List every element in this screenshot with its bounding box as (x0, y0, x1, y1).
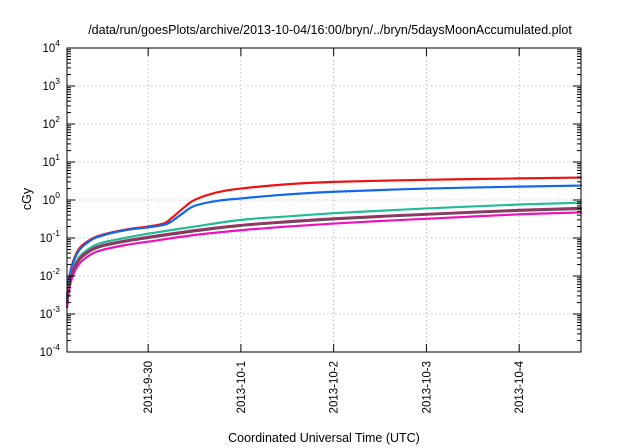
x-tick-label: 2013-10-2 (329, 361, 341, 413)
y-tick-label: 101 (42, 152, 60, 169)
series-line-4 (65, 207, 583, 304)
x-axis-label: Coordinated Universal Time (UTC) (228, 431, 420, 445)
series-group (65, 176, 583, 309)
chart-title: /data/run/goesPlots/archive/2013-10-04/1… (88, 23, 572, 37)
x-tick-label: 2013-10-4 (514, 360, 526, 413)
grid (67, 48, 581, 352)
y-axis: 10-4 10-3 10-2 10-1 100 101 102 103 104 (40, 38, 581, 359)
x-tick-label: 2013-10-3 (421, 361, 433, 413)
series-line-3 (65, 201, 583, 300)
x-axis: 2013-9-30 2013-10-1 2013-10-2 2013-10-3 2013… (143, 48, 526, 413)
x-tick-label: 2013-10-1 (236, 361, 248, 413)
y-tick-label: 102 (42, 114, 60, 131)
y-tick-label: 10-4 (40, 342, 61, 359)
y-tick-label: 10-1 (40, 228, 61, 245)
y-tick-label: 10-3 (40, 304, 61, 321)
y-tick-label: 104 (42, 38, 60, 55)
y-tick-label: 10-2 (40, 266, 61, 283)
series-line-2 (65, 184, 583, 297)
y-tick-label: 103 (42, 76, 60, 93)
series-line-5 (65, 206, 583, 304)
y-axis-label: cGy (20, 187, 34, 210)
series-line-6 (65, 211, 583, 309)
y-tick-label: 100 (42, 190, 60, 207)
x-tick-label: 2013-9-30 (143, 361, 155, 413)
